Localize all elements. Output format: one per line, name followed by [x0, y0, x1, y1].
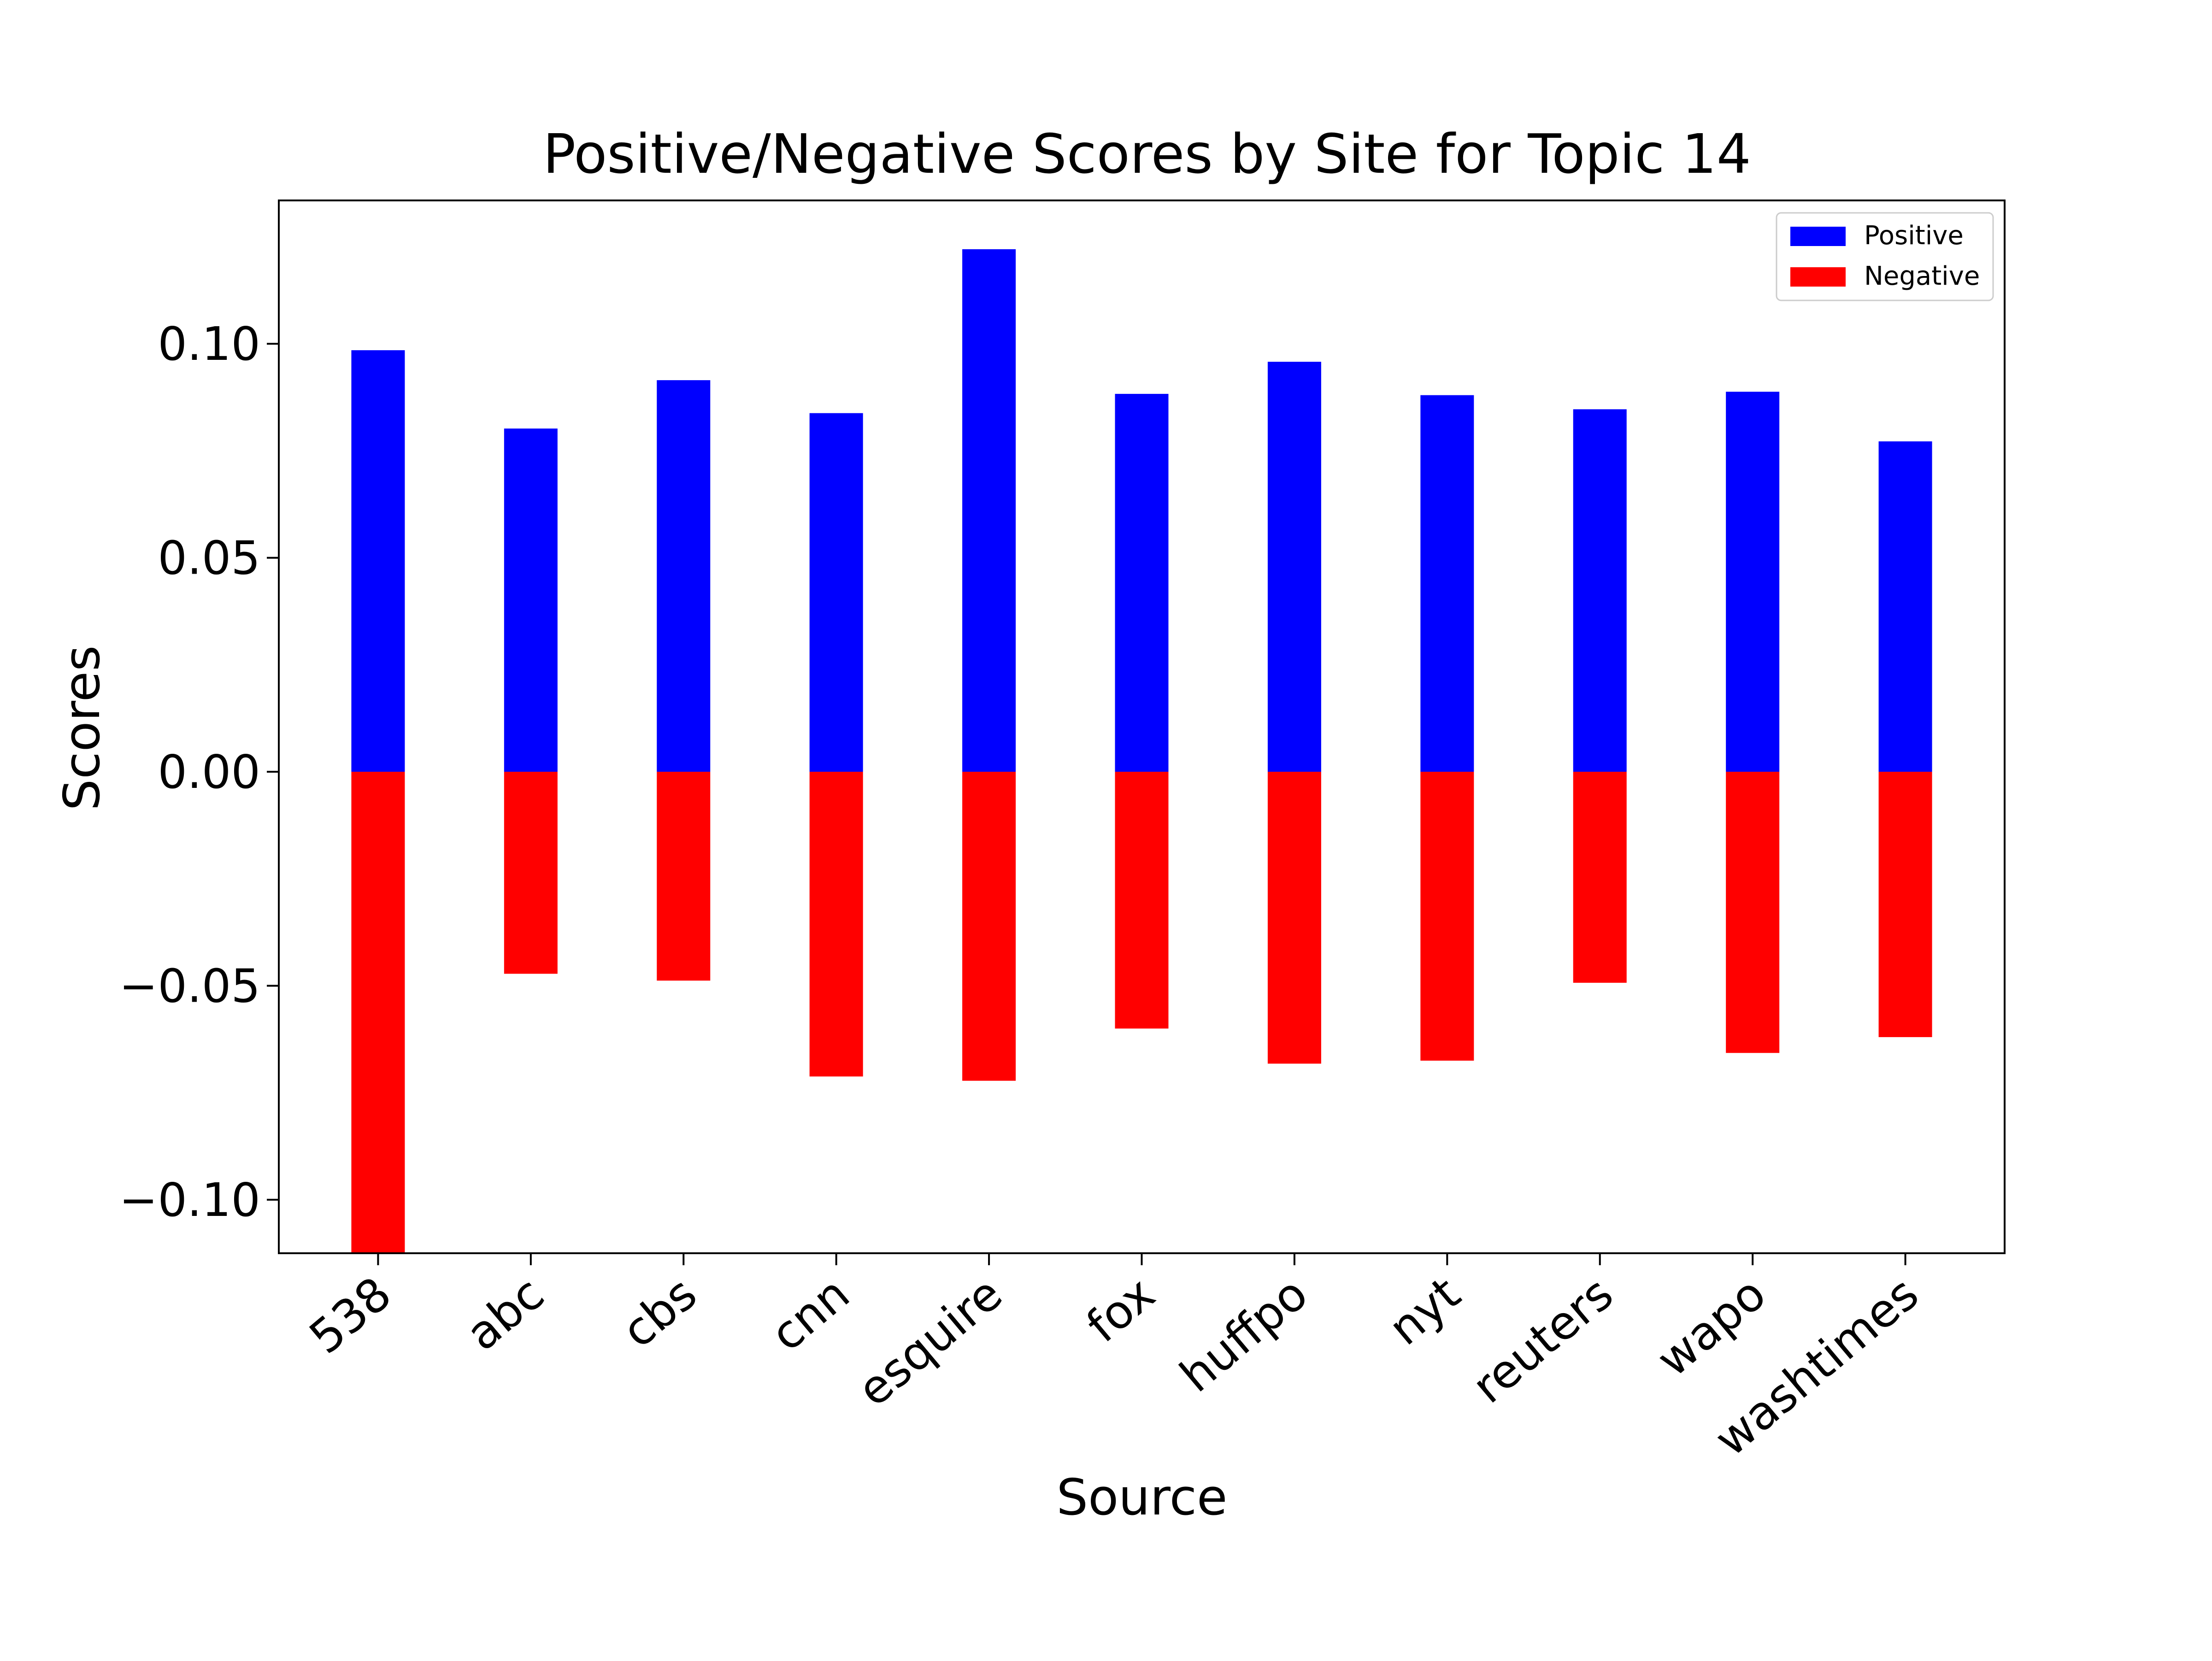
bar-positive-huffpo	[1267, 362, 1321, 772]
legend: Positive Negative	[1776, 212, 1994, 301]
y-axis: −0.10 −0.05 0.00 0.05 0.10	[119, 317, 279, 1227]
bar-positive-cnn	[809, 413, 863, 772]
bar-negative-wapo	[1726, 772, 1780, 1053]
legend-label-negative: Negative	[1864, 261, 1980, 291]
bar-positive-538	[351, 350, 405, 772]
bar-negative-abc	[504, 772, 558, 974]
bar-negative-washtimes	[1878, 772, 1932, 1037]
bar-positive-fox	[1115, 393, 1169, 772]
plot-area	[351, 249, 1932, 1253]
chart-title: Positive/Negative Scores by Site for Top…	[543, 122, 1751, 186]
bar-positive-esquire	[962, 249, 1016, 772]
bar-positive-wapo	[1726, 392, 1780, 772]
bar-positive-washtimes	[1878, 441, 1932, 772]
x-axis-label: Source	[1057, 1469, 1228, 1526]
y-tick-label: 0.05	[158, 531, 260, 585]
legend-swatch-positive	[1790, 227, 1846, 246]
y-tick-label: −0.10	[119, 1173, 260, 1227]
legend-label-positive: Positive	[1864, 221, 1964, 251]
x-tick-label: esquire	[847, 1267, 1012, 1417]
bar-positive-abc	[504, 428, 558, 772]
x-tick-label: cnn	[761, 1267, 859, 1362]
x-tick-label: wapo	[1647, 1267, 1776, 1387]
bar-negative-nyt	[1420, 772, 1474, 1061]
bar-negative-538	[351, 772, 405, 1253]
bar-negative-esquire	[962, 772, 1016, 1081]
x-tick-label: reuters	[1462, 1267, 1623, 1414]
y-tick-label: 0.10	[158, 317, 260, 371]
bar-negative-cbs	[657, 772, 711, 981]
y-axis-label: Scores	[53, 646, 111, 811]
legend-swatch-negative	[1790, 267, 1846, 287]
x-tick-label: 538	[299, 1267, 401, 1364]
bar-positive-cbs	[657, 380, 711, 772]
x-tick-label: huffpo	[1170, 1267, 1318, 1403]
x-tick-label: nyt	[1379, 1267, 1471, 1356]
y-tick-label: −0.05	[119, 959, 260, 1013]
bar-negative-reuters	[1573, 772, 1627, 983]
x-tick-label: fox	[1077, 1267, 1165, 1353]
bar-positive-nyt	[1420, 395, 1474, 772]
y-tick-label: 0.00	[158, 745, 260, 799]
bar-negative-fox	[1115, 772, 1169, 1029]
bar-positive-reuters	[1573, 409, 1627, 772]
bar-negative-cnn	[809, 772, 863, 1077]
x-tick-label: cbs	[612, 1267, 707, 1358]
x-tick-label: abc	[456, 1267, 554, 1361]
bar-negative-huffpo	[1267, 772, 1321, 1064]
